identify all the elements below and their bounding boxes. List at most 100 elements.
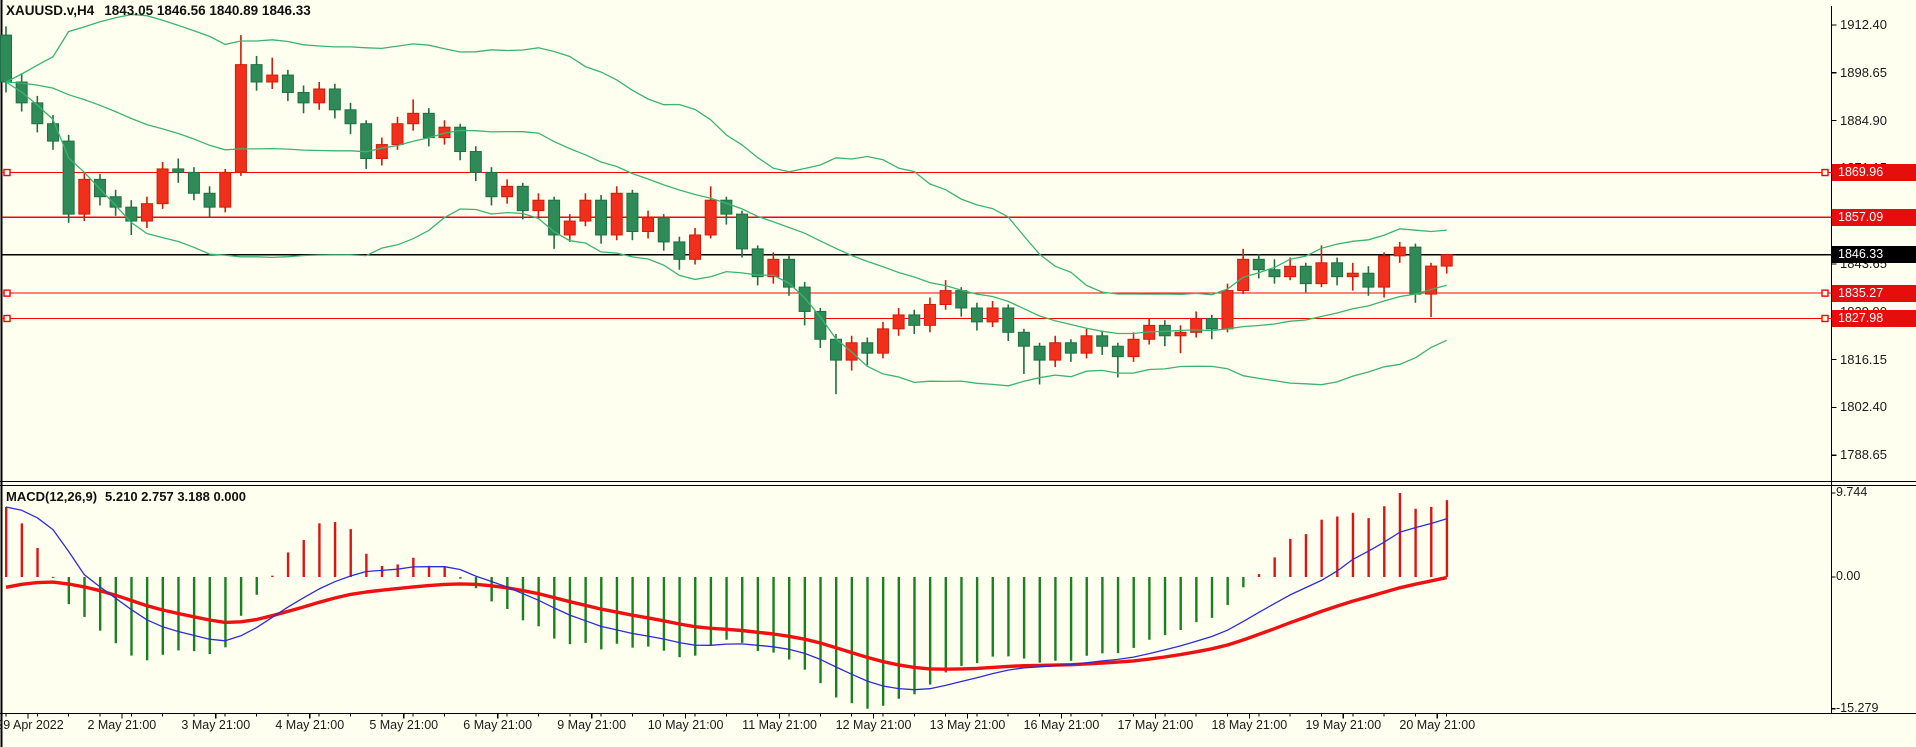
time-axis-label[interactable]: 16 May 21:00 <box>1023 718 1100 732</box>
macd-name-label: MACD(12,26,9) <box>6 489 98 504</box>
candle-body <box>720 199 733 215</box>
time-axis-label[interactable]: 12 May 21:00 <box>835 718 912 732</box>
macd-histogram-bar <box>1116 577 1120 654</box>
candle-body <box>970 307 983 323</box>
macd-histogram-bar <box>380 565 384 577</box>
macd-histogram-bar <box>584 577 587 643</box>
candle-body <box>313 88 326 104</box>
candle-body <box>1299 265 1312 285</box>
macd-histogram-bar <box>506 577 509 610</box>
macd-main-line[interactable] <box>5 506 1447 691</box>
price-tick-label[interactable]: 1884.90 <box>1840 112 1887 128</box>
candle-body <box>892 314 905 330</box>
candle-body <box>266 74 279 83</box>
candle-body <box>563 220 576 236</box>
level-marker-left-1827.98[interactable] <box>3 314 11 323</box>
macd-signal-line[interactable] <box>5 575 1448 671</box>
macd-histogram-bar <box>459 577 462 579</box>
time-axis-label[interactable]: 3 May 21:00 <box>181 718 251 732</box>
time-axis-label[interactable]: 19 May 21:00 <box>1305 718 1382 732</box>
candle-body <box>1080 335 1093 354</box>
time-axis-label[interactable]: 29 Apr 2022 <box>0 718 64 732</box>
level-marker-right-1835.27[interactable] <box>1821 289 1829 297</box>
macd-histogram-bar <box>271 575 274 577</box>
macd-histogram-bar <box>944 577 947 673</box>
level-price-badge[interactable]: 1835.27 <box>1832 284 1916 302</box>
macd-tick-label[interactable]: 0.00 <box>1836 569 1861 583</box>
time-axis-label[interactable]: 13 May 21:00 <box>929 718 1006 732</box>
macd-histogram-bar <box>881 577 885 706</box>
time-axis-label[interactable]: 2 May 21:00 <box>87 718 157 732</box>
macd-histogram-bar <box>67 577 71 605</box>
level-marker-left-1869.96[interactable] <box>3 168 11 177</box>
candle-body <box>1127 338 1140 358</box>
macd-histogram-bar <box>772 577 775 653</box>
candle-body <box>501 185 514 198</box>
time-axis-label[interactable]: 9 May 21:00 <box>557 718 627 732</box>
macd-histogram-bar <box>1304 534 1308 577</box>
candle-body <box>861 342 874 354</box>
level-marker-right-1869.96[interactable] <box>1821 168 1829 177</box>
macd-histogram-bar <box>1038 577 1041 663</box>
candle-body <box>923 303 936 326</box>
time-axis-label[interactable]: 4 May 21:00 <box>275 718 345 732</box>
symbol-period-label: XAUUSD.v,H4 <box>6 3 95 18</box>
candle-body <box>876 328 889 354</box>
level-marker-left-1835.27[interactable] <box>3 289 11 297</box>
candle-body <box>62 140 75 215</box>
candle-body <box>814 310 827 340</box>
candle-body <box>140 203 153 222</box>
price-tick-label[interactable]: 1898.65 <box>1840 64 1887 80</box>
macd-histogram-bar <box>286 552 290 577</box>
macd-histogram-bar <box>1195 577 1198 623</box>
price-tick-label[interactable]: 1802.40 <box>1840 399 1887 415</box>
macd-histogram-bar <box>1085 577 1088 656</box>
price-tick-label[interactable]: 1816.15 <box>1840 351 1887 367</box>
time-axis-label[interactable]: 10 May 21:00 <box>647 718 724 732</box>
candle-body <box>1409 246 1422 295</box>
macd-histogram-bar <box>725 577 728 640</box>
macd-histogram-bar <box>192 577 196 652</box>
candle-body <box>1049 342 1062 361</box>
time-axis-label[interactable]: 6 May 21:00 <box>463 718 533 732</box>
level-price-badge[interactable]: 1857.09 <box>1832 208 1916 226</box>
macd-histogram-bar <box>1398 493 1402 577</box>
candle-body <box>939 290 952 305</box>
macd-histogram-bar <box>333 522 337 577</box>
candle-body <box>548 199 561 236</box>
candle-body <box>1002 307 1015 333</box>
macd-values-label: 5.210 2.757 3.188 0.000 <box>105 489 246 504</box>
time-axis-label[interactable]: 20 May 21:00 <box>1399 718 1476 732</box>
time-axis-label[interactable]: 18 May 21:00 <box>1211 718 1288 732</box>
macd-histogram-bar <box>349 529 352 577</box>
level-price-badge[interactable]: 1827.98 <box>1832 309 1916 327</box>
candle-body <box>595 199 608 236</box>
macd-histogram-bar <box>788 577 791 660</box>
level-marker-right-1827.98[interactable] <box>1821 314 1829 323</box>
macd-histogram-bar <box>1054 577 1057 661</box>
bollinger-middle-band[interactable] <box>5 81 1447 335</box>
macd-histogram-bar <box>51 576 55 578</box>
current-price-badge[interactable]: 1846.33 <box>1832 246 1916 264</box>
macd-tick-label[interactable]: -15.279 <box>1836 700 1879 715</box>
macd-histogram-bar <box>1430 506 1433 577</box>
time-axis-label[interactable]: 11 May 21:00 <box>742 718 817 732</box>
macd-histogram-bar <box>866 577 869 709</box>
time-axis-label[interactable]: 17 May 21:00 <box>1117 718 1194 732</box>
macd-histogram-bar <box>975 577 979 664</box>
candle-body <box>1252 258 1265 271</box>
candle-body <box>908 314 921 326</box>
candle-body <box>642 217 655 232</box>
candle-body <box>156 168 169 205</box>
candle-body <box>626 192 639 232</box>
price-tick-label[interactable]: 1912.40 <box>1840 17 1887 32</box>
time-axis-label[interactable]: 5 May 21:00 <box>369 718 439 732</box>
bollinger-lower-band[interactable] <box>5 81 1447 387</box>
candle-body <box>281 74 294 93</box>
candle-body <box>689 234 702 260</box>
price-tick-label[interactable]: 1788.65 <box>1840 447 1887 463</box>
macd-tick-label[interactable]: 9.744 <box>1836 485 1868 499</box>
bollinger-upper-band[interactable] <box>5 13 1447 296</box>
level-price-badge[interactable]: 1869.96 <box>1832 164 1916 182</box>
